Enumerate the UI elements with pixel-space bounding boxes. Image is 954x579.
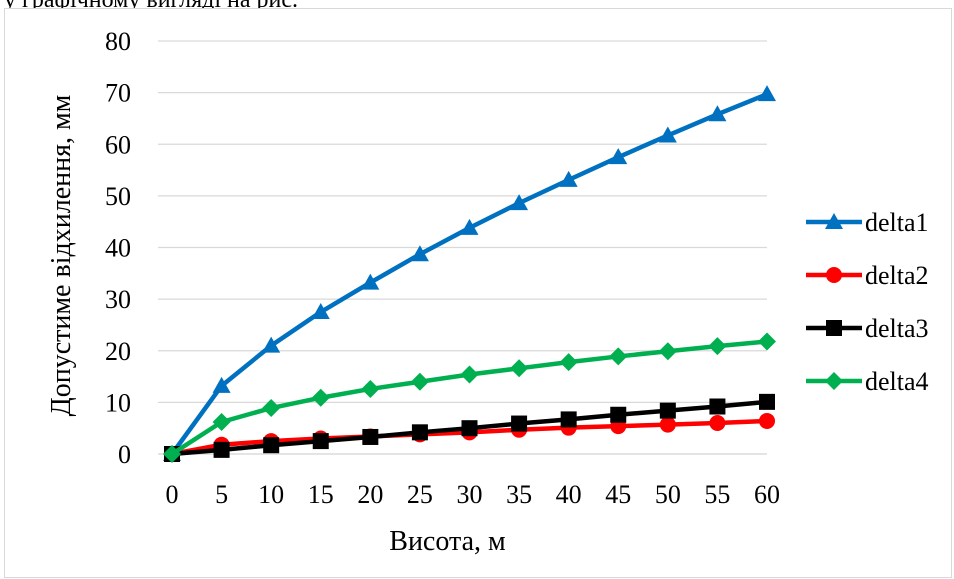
- data-point: [609, 148, 628, 165]
- data-point: [610, 406, 627, 423]
- data-point: [362, 428, 379, 445]
- gridlines: [158, 40, 767, 455]
- y-axis-ticks: 0 10 20 30 40 50 60 70 80: [105, 27, 131, 469]
- x-axis-title: Висота, м: [389, 526, 506, 557]
- y-tick-label: 0: [118, 440, 131, 469]
- data-point: [411, 424, 428, 441]
- x-tick-label: 25: [407, 480, 433, 509]
- y-tick-label: 80: [105, 27, 131, 56]
- data-point: [759, 393, 775, 410]
- x-tick-label: 5: [215, 480, 228, 509]
- y-tick-label: 60: [105, 130, 131, 159]
- data-point: [461, 420, 478, 437]
- data-point: [659, 416, 676, 433]
- legend-marker: [825, 372, 843, 390]
- data-point: [312, 433, 329, 450]
- data-point: [460, 218, 479, 235]
- data-point: [460, 365, 479, 384]
- x-tick-label: 0: [166, 480, 179, 509]
- data-point: [410, 372, 429, 391]
- legend-item-delta3: delta3: [806, 314, 929, 343]
- data-point: [263, 437, 280, 454]
- legend-label: delta1: [865, 208, 929, 237]
- data-point: [709, 415, 726, 432]
- data-point: [658, 342, 677, 361]
- data-point: [708, 105, 727, 122]
- legend-marker: [826, 267, 842, 283]
- x-tick-label: 45: [605, 480, 631, 509]
- data-point: [311, 388, 330, 407]
- series-line: [170, 92, 768, 456]
- y-tick-label: 50: [105, 182, 131, 211]
- x-tick-label: 20: [357, 480, 383, 509]
- data-point: [709, 398, 726, 415]
- data-point: [213, 441, 230, 458]
- data-point: [708, 337, 727, 356]
- y-axis-title: Допустиме відхилення, мм: [46, 94, 77, 416]
- data-point: [559, 170, 578, 187]
- data-point: [510, 359, 529, 378]
- x-axis-ticks: 0 5 10 15 20 25 30 35 40 45 50 55 60: [166, 480, 781, 509]
- legend-marker: [826, 320, 842, 336]
- y-tick-label: 40: [105, 234, 131, 263]
- data-point: [361, 379, 380, 398]
- legend: delta1 delta2 delta3 delta4: [806, 208, 929, 396]
- data-point: [163, 445, 181, 463]
- chart-frame: [4, 8, 952, 578]
- x-tick-label: 40: [556, 480, 582, 509]
- data-point: [658, 126, 677, 143]
- data-point: [559, 353, 578, 372]
- legend-item-delta2: delta2: [806, 261, 929, 290]
- data-point: [510, 194, 529, 211]
- x-tick-label: 15: [308, 480, 334, 509]
- data-point: [311, 303, 330, 320]
- data-point: [212, 376, 231, 393]
- x-tick-label: 30: [457, 480, 483, 509]
- legend-label: delta3: [865, 314, 929, 343]
- legend-label: delta4: [865, 367, 929, 396]
- x-tick-label: 10: [258, 480, 284, 509]
- x-tick-label: 50: [655, 480, 681, 509]
- data-point: [759, 412, 775, 429]
- data-point: [262, 399, 281, 418]
- data-point: [361, 273, 380, 290]
- data-point: [410, 245, 429, 262]
- legend-marker: [825, 213, 843, 229]
- y-tick-label: 30: [105, 285, 131, 314]
- x-tick-label: 35: [506, 480, 532, 509]
- x-tick-label: 60: [754, 480, 780, 509]
- legend-item-delta4: delta4: [806, 367, 929, 396]
- series-delta4: [163, 332, 776, 463]
- data-point: [659, 402, 676, 419]
- data-point: [262, 336, 281, 353]
- series-delta3: [164, 393, 775, 462]
- data-point: [560, 411, 577, 428]
- data-point: [212, 412, 231, 431]
- series-delta1: [163, 85, 776, 461]
- x-tick-label: 55: [704, 480, 730, 509]
- data-point: [758, 85, 776, 102]
- data-point: [758, 332, 776, 351]
- legend-item-delta1: delta1: [806, 208, 929, 237]
- data-point: [511, 415, 528, 432]
- legend-label: delta2: [865, 261, 929, 290]
- y-tick-label: 70: [105, 79, 131, 108]
- y-tick-label: 20: [105, 337, 131, 366]
- data-point: [609, 347, 628, 366]
- y-tick-label: 10: [105, 388, 131, 417]
